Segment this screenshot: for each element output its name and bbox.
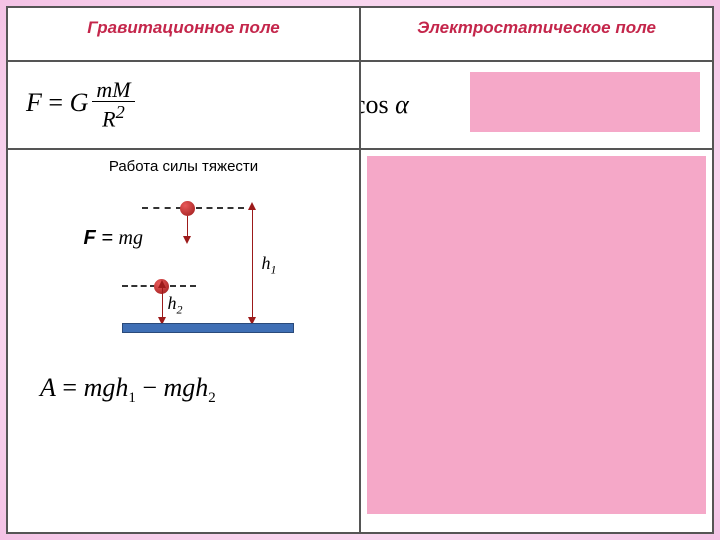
denominator: R2	[92, 102, 134, 132]
force-arrow-shaft	[187, 216, 188, 238]
h1-arrow-head-up	[248, 202, 256, 210]
header-gravitational: Гравитационное поле	[7, 7, 360, 61]
res-s2: 2	[208, 390, 216, 406]
gravity-result-formula: A = mgh1 − mgh2	[22, 373, 345, 407]
res-minus: −	[136, 373, 164, 402]
comparison-table: Гравитационное поле Электростатическое п…	[6, 6, 714, 534]
res-A: A	[40, 373, 56, 402]
label-h1: h1	[262, 253, 277, 278]
h1-sub: 1	[271, 263, 277, 277]
fmg-F: F	[84, 227, 96, 249]
res-t2: mgh	[164, 373, 209, 402]
res-t1: mgh	[84, 373, 129, 402]
placeholder-block-large	[367, 156, 706, 514]
fmg-mg: mg	[119, 227, 143, 249]
res-eq: =	[56, 373, 84, 402]
gravity-work-cell: Работа силы тяжести F = mg h1	[7, 149, 360, 533]
newton-gravity-formula-cell: F = GmMR2	[7, 61, 360, 149]
header-left-text: Гравитационное поле	[87, 18, 280, 37]
work-formula: A = FS cos α	[360, 88, 415, 122]
equals: =	[42, 88, 70, 117]
h2-base: h	[168, 293, 177, 313]
gravity-diagram: F = mg h1 h2	[54, 179, 314, 349]
electrostatic-work-cell	[360, 149, 713, 533]
numerator: mM	[92, 79, 134, 102]
work-formula-cell: A = FS cos α	[360, 61, 713, 149]
header-electrostatic: Электростатическое поле	[360, 7, 713, 61]
fmg-eq: =	[96, 227, 119, 249]
dash-mid-left	[122, 285, 156, 287]
label-fmg: F = mg	[84, 227, 143, 250]
h2-sub: 2	[177, 303, 183, 317]
den-sup: 2	[116, 102, 125, 122]
symbol-F: F	[26, 88, 42, 117]
newton-formula: F = GmMR2	[26, 79, 135, 132]
gravity-title: Работа силы тяжести	[22, 158, 345, 175]
force-arrow-head	[183, 236, 191, 244]
fraction: mMR2	[92, 79, 134, 132]
dash-top-left	[142, 207, 182, 209]
ground-bar	[122, 323, 294, 333]
symbol-G: G	[70, 88, 89, 117]
h1-base: h	[262, 253, 271, 273]
den-base: R	[102, 106, 115, 131]
h2-arrow-head-up	[158, 280, 166, 288]
dash-mid-right	[170, 285, 196, 287]
label-h2: h2	[168, 293, 183, 318]
ball-upper	[180, 201, 195, 216]
placeholder-block-small	[470, 72, 700, 132]
header-right-text: Электростатическое поле	[417, 18, 656, 37]
h1-arrow-shaft	[252, 208, 253, 323]
res-s1: 1	[128, 390, 136, 406]
dash-top-right	[196, 207, 244, 209]
